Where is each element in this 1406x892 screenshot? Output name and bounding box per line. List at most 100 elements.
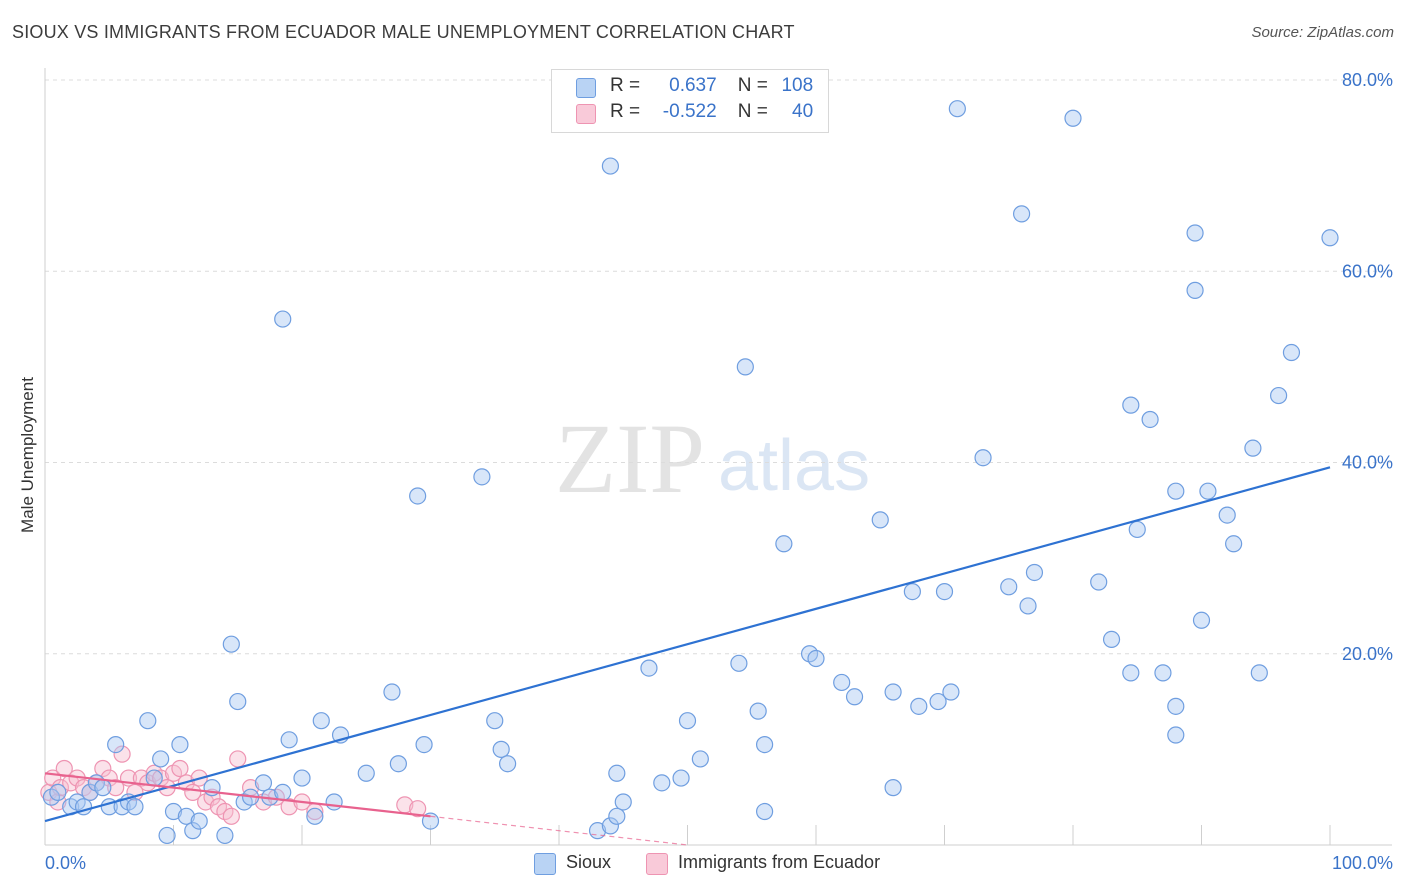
sioux-point: [1244, 439, 1262, 457]
sioux-point: [730, 654, 748, 672]
sioux-point: [1122, 664, 1140, 682]
sioux-point: [94, 779, 112, 797]
sioux-point: [1167, 482, 1185, 500]
sioux-point: [473, 468, 491, 486]
sioux-point: [177, 807, 195, 825]
sioux-point: [383, 683, 401, 701]
sioux-point: [678, 712, 697, 730]
sioux-point: [1000, 578, 1018, 596]
legend-sioux-n: 108: [781, 75, 814, 96]
legend-ecuador-r: -0.522: [662, 101, 717, 122]
bottom-legend-swatch-ecuador: [646, 853, 668, 875]
sioux-point: [1167, 726, 1185, 744]
sioux-point: [1250, 664, 1268, 682]
ecuador-point: [229, 750, 247, 768]
ecuador-point: [100, 769, 118, 787]
source-credit: Source: ZipAtlas.com: [1251, 24, 1394, 41]
sioux-point: [833, 673, 851, 692]
legend-n-label: N =: [737, 75, 768, 96]
sioux-point: [1019, 597, 1037, 615]
sioux-point: [871, 511, 889, 529]
ecuador-point: [280, 798, 298, 816]
sioux-point: [1186, 281, 1204, 299]
y-tick-label-40: 40.0%: [1342, 453, 1393, 473]
legend-swatch-ecuador: [576, 104, 596, 124]
sioux-point: [903, 582, 921, 601]
legend-sioux-r: 0.637: [669, 75, 717, 96]
sioux-point: [312, 712, 330, 730]
sioux-point: [755, 735, 774, 754]
bottom-legend-label-sioux: Sioux: [566, 852, 612, 872]
sioux-point: [640, 659, 658, 677]
sioux-point: [736, 358, 754, 376]
sioux-point: [1122, 396, 1140, 414]
sioux-point: [1225, 535, 1243, 553]
sioux-point: [1141, 410, 1159, 429]
sioux-point: [1218, 506, 1236, 524]
sioux-point: [216, 826, 234, 845]
ecuador-point: [113, 745, 131, 763]
legend-swatch-sioux: [576, 78, 596, 98]
legend-ecuador-n: 40: [792, 101, 814, 122]
sioux-point: [845, 688, 864, 706]
sioux-point: [306, 807, 324, 825]
ecuador-trend-line-extension: [430, 815, 688, 846]
sioux-point: [884, 779, 902, 797]
sioux-point: [152, 750, 170, 768]
sioux-point: [145, 769, 163, 787]
ecuador-point: [107, 779, 125, 797]
sioux-point: [325, 793, 343, 811]
sioux-point: [171, 735, 189, 754]
legend-box: R = 0.637 N = 108 R = -0.522 N = 40: [551, 69, 829, 133]
ecuador-point: [222, 807, 240, 825]
sioux-point: [222, 635, 240, 653]
sioux-point: [1186, 224, 1204, 242]
sioux-point: [1282, 343, 1301, 362]
sioux-point: [409, 487, 427, 505]
sioux-point: [499, 755, 517, 773]
sioux-point: [1167, 697, 1185, 715]
sioux-point: [691, 750, 709, 768]
sioux-point: [492, 740, 510, 758]
sioux-point: [929, 692, 947, 711]
sioux-point: [653, 774, 671, 792]
sioux-point: [1090, 573, 1108, 591]
sioux-point: [608, 807, 626, 825]
sioux-point: [884, 683, 902, 701]
sioux-point: [415, 735, 433, 754]
legend-n-label-2: N =: [737, 101, 768, 122]
sioux-point: [974, 449, 992, 467]
sioux-point: [139, 712, 157, 730]
sioux-point: [190, 812, 208, 830]
y-tick-label-20: 20.0%: [1342, 644, 1393, 664]
sioux-point: [486, 712, 504, 730]
sioux-point: [942, 683, 960, 701]
sioux-trend-line: [44, 466, 1331, 823]
sioux-point: [601, 157, 620, 175]
sioux-point: [1321, 229, 1339, 247]
sioux-point: [948, 100, 966, 118]
sioux-point: [755, 802, 774, 821]
sioux-point: [749, 702, 767, 720]
watermark-zip: ZIP: [555, 403, 705, 514]
sioux-point: [229, 692, 247, 711]
sioux-point: [601, 817, 620, 835]
sioux-point: [1154, 664, 1172, 682]
bottom-legend-swatch-sioux: [534, 853, 556, 875]
sioux-point: [254, 774, 273, 792]
chart-title: SIOUX VS IMMIGRANTS FROM ECUADOR MALE UN…: [12, 22, 795, 42]
sioux-point: [1199, 482, 1217, 500]
sioux-point: [184, 822, 202, 840]
ecuador-trend-line: [44, 772, 431, 818]
sioux-point: [81, 783, 99, 802]
sioux-point: [775, 535, 793, 553]
sioux-point: [389, 755, 407, 773]
sioux-point: [158, 826, 176, 845]
sioux-point: [935, 582, 954, 601]
sioux-point: [614, 793, 632, 811]
sioux-point: [672, 769, 690, 787]
sioux-point: [1128, 520, 1146, 539]
sioux-point: [280, 731, 298, 749]
watermark-atlas: atlas: [718, 426, 870, 506]
sioux-point: [1012, 205, 1031, 223]
